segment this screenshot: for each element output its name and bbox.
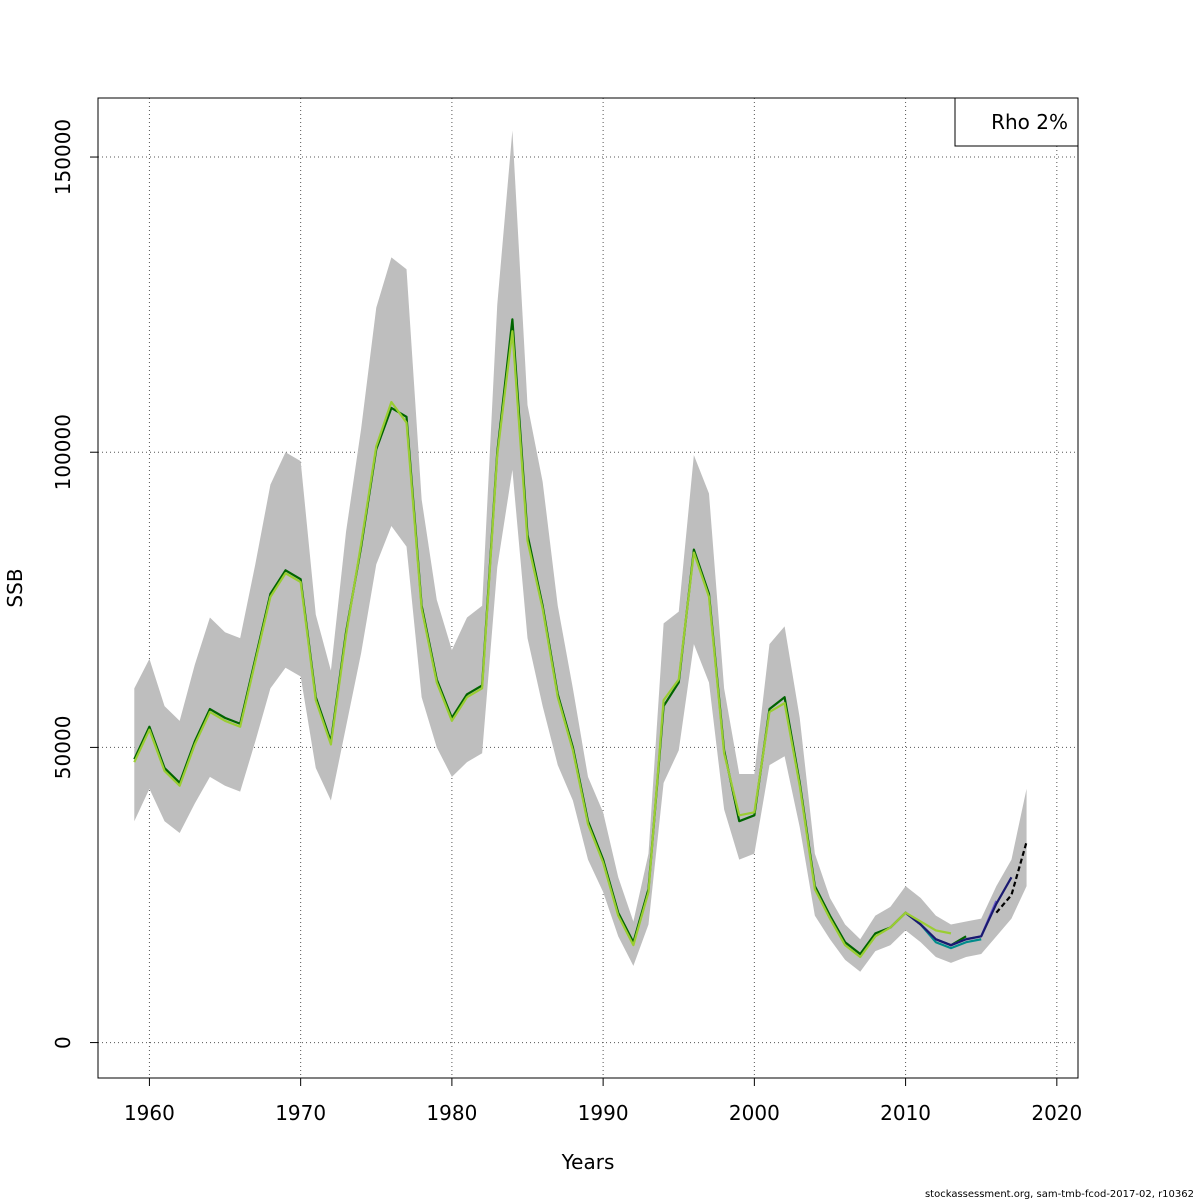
series-line-4 bbox=[904, 876, 1013, 947]
x-tick-label: 1960 bbox=[124, 1101, 175, 1125]
confidence-band bbox=[134, 130, 1027, 972]
series-line-5 bbox=[133, 330, 952, 959]
footer-credit: stockassessment.org, sam-tmb-fcod-2017-0… bbox=[925, 1189, 1194, 1200]
legend-box bbox=[954, 97, 1079, 147]
y-axis: 0 50000 100000 150000 bbox=[51, 119, 99, 1049]
y-tick-label: 50000 bbox=[51, 716, 75, 780]
x-tick-label: 1990 bbox=[578, 1101, 629, 1125]
confidence-band-group bbox=[134, 130, 1027, 972]
x-axis-title: Years bbox=[561, 1150, 615, 1174]
x-tick-label: 2020 bbox=[1031, 1101, 1082, 1125]
x-tick-label: 2000 bbox=[729, 1101, 780, 1125]
x-axis: 1960 1970 1980 1990 2000 2010 2020 bbox=[124, 1077, 1082, 1125]
y-tick-label: 0 bbox=[51, 1036, 75, 1049]
series-lines-group bbox=[133, 318, 1028, 959]
series-line-6 bbox=[995, 841, 1028, 914]
legend-entry-label: Rho 2% bbox=[991, 110, 1068, 134]
legend: Rho 2% bbox=[954, 97, 1079, 147]
x-tick-label: 2010 bbox=[880, 1101, 931, 1125]
x-tick-label: 1970 bbox=[275, 1101, 326, 1125]
x-tick-label: 1980 bbox=[426, 1101, 477, 1125]
y-tick-label: 100000 bbox=[51, 414, 75, 490]
y-tick-label: 150000 bbox=[51, 119, 75, 195]
y-axis-title: SSB bbox=[3, 568, 27, 607]
